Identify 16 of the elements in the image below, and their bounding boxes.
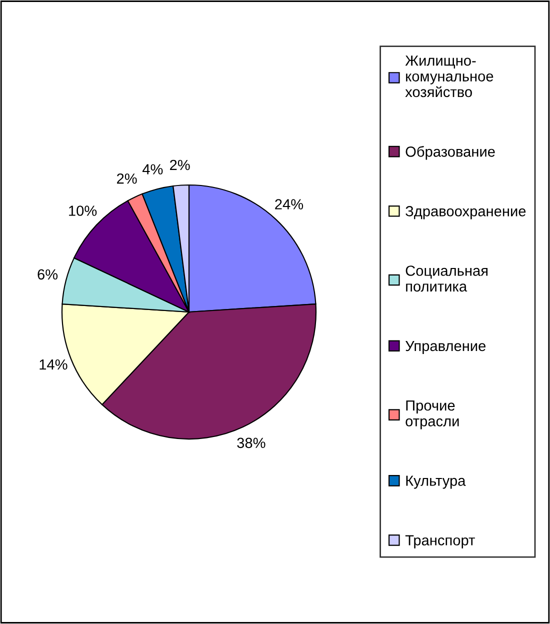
data-label: 4%	[142, 164, 163, 174]
data-label: 24%	[275, 199, 304, 210]
legend-label: Прочие отрасли	[406, 400, 459, 430]
data-label: 38%	[237, 438, 266, 448]
data-label: 10%	[69, 206, 97, 216]
legend-label: Культура	[406, 476, 466, 489]
legend-label: Социальная политика	[406, 266, 488, 292]
data-label: 14%	[40, 359, 68, 370]
data-label: 6%	[38, 269, 58, 280]
legend-label: Здравоохранение	[406, 206, 526, 220]
data-label: 2%	[117, 173, 137, 184]
legend-label: Транспорт	[405, 535, 475, 548]
legend-label: Управление	[405, 340, 486, 354]
data-label: 2%	[170, 160, 190, 170]
legend-label: Образование	[406, 146, 495, 160]
legend-label: Жилищно-комунальное хозяйство	[405, 56, 494, 98]
